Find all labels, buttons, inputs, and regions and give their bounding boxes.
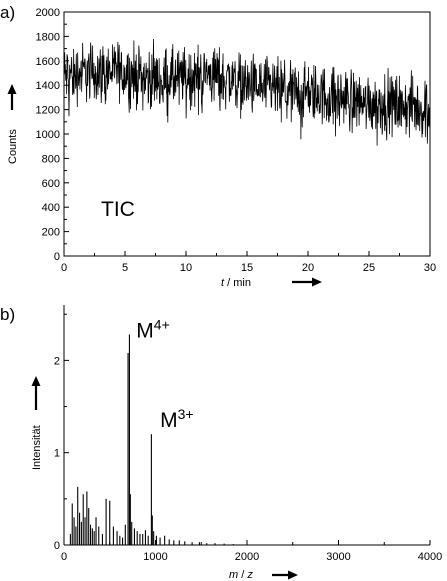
panel-a-x-arrow: [292, 277, 322, 287]
panel-b-y-ticks: 0 1 2: [54, 313, 69, 552]
panel-a-x-tick-label: 0: [61, 262, 67, 274]
panel-b-axes: [63, 305, 430, 546]
panel-a-label: a): [0, 3, 15, 22]
panel-a-y-ticks: 0 200 400 600 800 1000 1200 1400 1600 1800 2000: [36, 7, 69, 263]
peak-annotation: M4+: [136, 316, 169, 342]
panel-a-y-arrow: [7, 84, 17, 110]
panel-b-y-title: Intensität: [31, 425, 43, 470]
panel-b-x-tick-label: 3000: [326, 551, 350, 563]
panel-a-y-tick-label: 1400: [36, 80, 60, 92]
peak-annotation: M3+: [160, 406, 193, 432]
panel-b-x-tick-label: 0: [61, 551, 67, 563]
panel-b-x-title: m / z: [229, 569, 253, 581]
panel-a: a) 0200400600800100012001400160018002000…: [0, 3, 436, 289]
panel-b-y-tick-label: 1: [54, 448, 60, 460]
panel-b-x-arrow: [272, 570, 298, 580]
panel-a-y-tick-label: 1800: [36, 31, 60, 43]
panel-b-x-tick-label: 1000: [143, 551, 167, 563]
panel-b-label: b): [0, 305, 15, 324]
panel-b-y-arrow: [31, 376, 41, 410]
panel-a-y-tick-label: 2000: [36, 7, 60, 19]
mass-spectrum-peaks: [69, 334, 234, 545]
panel-a-y-tick-label: 1600: [36, 56, 60, 68]
panel-a-y-tick-label: 400: [42, 202, 60, 214]
panel-a-x-tick-label: 20: [302, 262, 314, 274]
tic-annotation: TIC: [101, 198, 135, 221]
panel-a-x-title: t / min: [221, 277, 251, 289]
panel-a-y-tick-label: 1200: [36, 105, 60, 117]
panel-b-x-tick-label: 2000: [235, 551, 259, 563]
tic-trace: [63, 39, 431, 146]
panel-a-x-ticks: 0 5 10 15 20 25 30: [61, 251, 436, 274]
panel-a-y-tick-label: 1000: [36, 129, 60, 141]
panel-b: b) 0 1 2 0 1000 2000 3000 4000 M4+ M3+ Intensit…: [0, 305, 442, 581]
panel-a-x-tick-label: 10: [180, 262, 192, 274]
panel-a-y-tick-label: 800: [42, 153, 60, 165]
panel-a-y-tick-label: 0: [54, 251, 60, 263]
panel-a-x-tick-label: 25: [363, 262, 375, 274]
panel-a-x-tick-label: 30: [424, 262, 436, 274]
panel-a-x-tick-label: 15: [241, 262, 253, 274]
panel-a-y-tick-label: 200: [42, 227, 60, 239]
panel-b-x-ticks: 0 1000 2000 3000 4000: [61, 540, 442, 563]
panel-a-y-tick-label: 600: [42, 178, 60, 190]
panel-b-y-tick-label: 0: [54, 540, 60, 552]
panel-a-y-title: Counts: [7, 129, 19, 164]
panel-b-x-tick-label: 4000: [418, 551, 442, 563]
peak-annotations: M4+ M3+: [136, 316, 193, 432]
panel-b-y-tick-label: 2: [54, 355, 60, 367]
panel-a-x-tick-label: 5: [122, 262, 128, 274]
tic-series-line: [63, 39, 431, 146]
